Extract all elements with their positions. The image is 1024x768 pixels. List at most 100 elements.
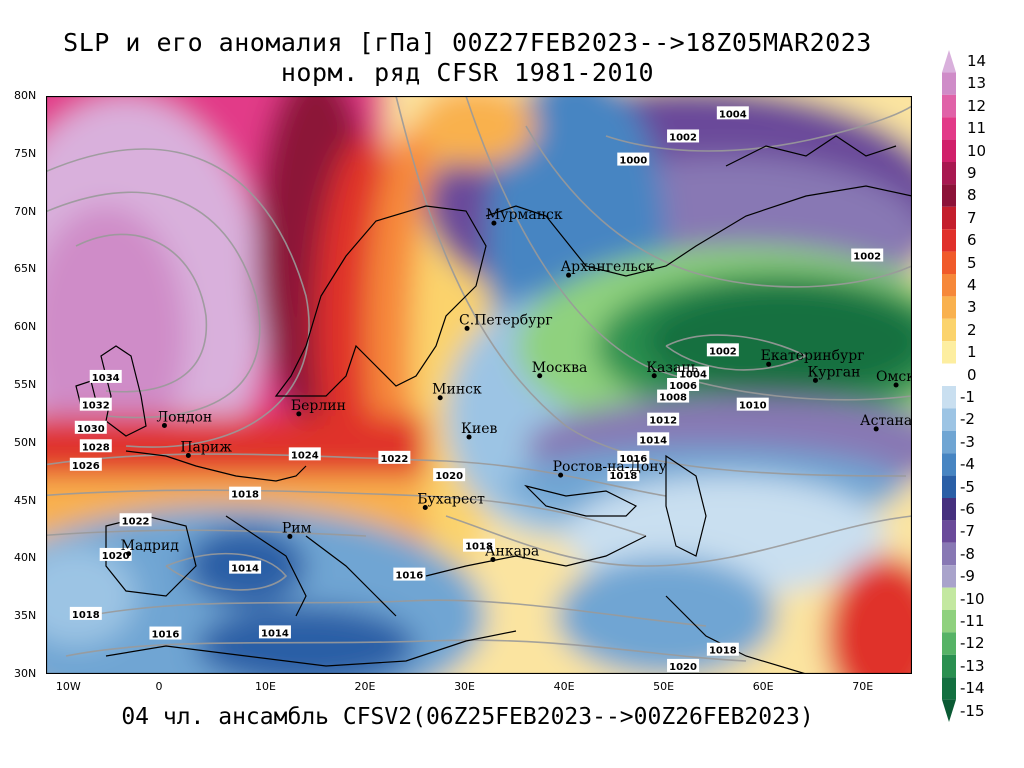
colorbar-level-label: -12 xyxy=(960,634,985,653)
city-label: Киев xyxy=(461,421,497,437)
lon-tick-label: 40E xyxy=(553,680,575,693)
colorbar-level-label: 2 xyxy=(967,320,977,339)
city-marker: Лондон xyxy=(156,409,212,428)
colorbar-level-label: 7 xyxy=(967,208,977,227)
isobar-value: 1008 xyxy=(659,393,687,404)
city-marker: С.Петербург xyxy=(459,312,553,331)
city-marker: Рим xyxy=(282,520,312,539)
city-marker: Казань xyxy=(646,360,699,379)
city-dot xyxy=(464,325,470,331)
isobar-value: 1014 xyxy=(231,564,259,575)
isobar-value: 1016 xyxy=(152,630,180,641)
isobar-value: 1012 xyxy=(649,416,677,427)
isobar-label: 1018 xyxy=(463,538,495,553)
city-label: Рим xyxy=(282,520,312,536)
city-dot xyxy=(466,434,472,440)
colorbar-swatch xyxy=(942,408,956,431)
city-label: Анкара xyxy=(485,544,539,560)
isobar-label: 1002 xyxy=(706,343,739,357)
city-label: Берлин xyxy=(291,398,346,414)
isobar-label: 1028 xyxy=(79,439,112,453)
city-marker: Астана xyxy=(860,413,912,432)
city-label: Казань xyxy=(646,360,698,376)
map-border xyxy=(46,96,912,674)
isobar-value: 1010 xyxy=(739,401,767,412)
isobar-value: 1016 xyxy=(619,454,647,465)
isobar-value: 1020 xyxy=(669,662,697,673)
city-label: С.Петербург xyxy=(459,312,553,328)
city-marker: Мурманск xyxy=(486,207,563,226)
isobar-label: 1016 xyxy=(617,450,650,465)
isobar-value: 1034 xyxy=(92,373,120,384)
isobar-value: 1018 xyxy=(709,646,737,657)
colorbar-swatch xyxy=(942,72,956,95)
isobar-value: 1030 xyxy=(77,424,105,435)
city-dot xyxy=(296,411,302,417)
map-plot: 1004100210001002100210041006100810101012… xyxy=(46,96,912,674)
isobar-label: 1022 xyxy=(119,513,152,527)
city-marker: Мадрид xyxy=(121,538,179,557)
city-marker: Берлин xyxy=(291,398,346,417)
city-dot xyxy=(161,422,167,428)
isobar-label: 1024 xyxy=(288,447,321,461)
lon-tick-label: 30E xyxy=(454,680,476,693)
isobar-label: 1014 xyxy=(258,625,291,639)
colorbar-swatch xyxy=(942,430,956,454)
colorbar-level-label: 12 xyxy=(967,96,987,115)
colorbar-swatch xyxy=(942,50,956,73)
city-marker: Архангельск xyxy=(561,259,655,278)
lat-tick-label: 50N xyxy=(14,435,37,449)
city-dot xyxy=(651,373,657,379)
isobar-label: 1020 xyxy=(433,468,466,482)
city-label: Париж xyxy=(180,440,232,456)
city-marker: Анкара xyxy=(485,544,539,563)
colorbar-swatch xyxy=(942,453,956,476)
lat-tick-label: 75N xyxy=(14,146,37,160)
colorbar-level-label: 9 xyxy=(967,164,977,182)
lon-tick-label: 70E xyxy=(852,680,874,693)
colorbar-level-label: -2 xyxy=(960,410,975,429)
colorbar-swatch xyxy=(942,632,956,655)
city-marker: Москва xyxy=(532,360,587,379)
isobar-value: 1014 xyxy=(261,628,289,639)
city-marker: Омск xyxy=(876,369,912,388)
city-marker: Бухарест xyxy=(417,492,485,511)
isobar-label: 1012 xyxy=(647,412,680,427)
city-label: Лондон xyxy=(156,409,212,425)
isobar-label: 1014 xyxy=(229,560,262,575)
lon-tick-label: 0 xyxy=(155,680,163,693)
colorbar-level-label: -7 xyxy=(960,522,975,541)
colorbar-svg xyxy=(942,50,956,722)
isobar-label-layer: 1004100210001002100210041006100810101012… xyxy=(69,106,884,673)
city-marker: Екатеринбург xyxy=(761,348,865,367)
city-dot xyxy=(422,505,428,511)
isobar-label: 1010 xyxy=(736,397,769,412)
isobar-label: 1018 xyxy=(607,468,640,482)
colorbar-level-label: -11 xyxy=(960,612,985,630)
colorbar-level-label: 8 xyxy=(967,186,977,205)
isobar-value: 1000 xyxy=(619,156,647,167)
colorbar-level-label: 5 xyxy=(967,253,977,272)
isobar-value: 1006 xyxy=(669,381,697,392)
isobar-label: 1018 xyxy=(69,606,102,621)
isobar-value: 1024 xyxy=(291,450,319,461)
colorbar-level-label: -8 xyxy=(960,544,975,563)
city-label: Ростов-на-Дону xyxy=(553,459,668,475)
city-label: Астана xyxy=(860,413,912,429)
isobar-label: 1016 xyxy=(149,626,182,641)
lat-tick-label: 70N xyxy=(14,204,37,218)
colorbar-swatch xyxy=(942,565,956,588)
city-dot xyxy=(437,395,443,401)
isobar-label: 1018 xyxy=(706,642,739,657)
colorbar-swatch xyxy=(942,341,956,364)
isobar-value: 1018 xyxy=(231,490,259,501)
city-dot xyxy=(185,453,191,459)
colorbar-level-label: -6 xyxy=(960,500,975,518)
colorbar-swatch xyxy=(942,206,956,230)
city-label: Екатеринбург xyxy=(761,348,865,364)
isobar-value: 1002 xyxy=(853,252,881,263)
colorbar-swatch xyxy=(942,699,956,722)
lat-tick-label: 65N xyxy=(14,262,37,276)
colorbar-level-label: -5 xyxy=(960,477,975,496)
city-marker: Ростов-на-Дону xyxy=(553,459,668,478)
